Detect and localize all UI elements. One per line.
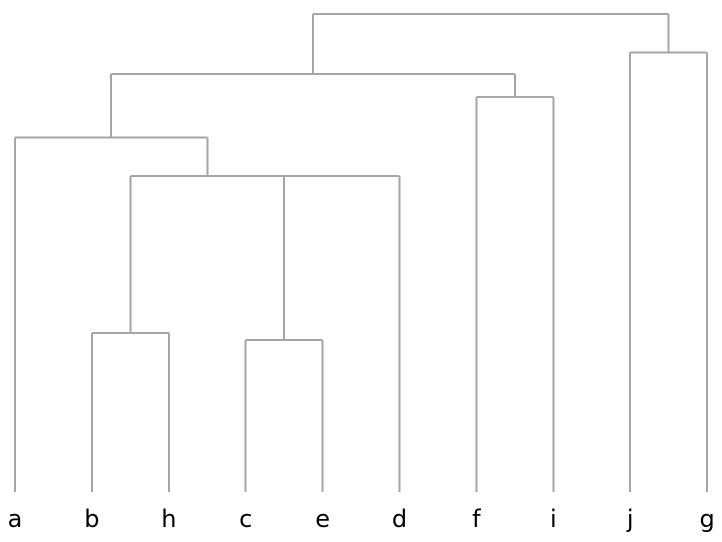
- leaf-label-i: i: [550, 505, 557, 533]
- leaf-label-g: g: [699, 505, 714, 533]
- leaf-label-c: c: [239, 505, 252, 533]
- dendrogram-branches: [14, 13, 709, 492]
- leaf-label-j: j: [626, 505, 634, 533]
- leaf-label-d: d: [392, 505, 407, 533]
- leaf-label-e: e: [315, 505, 330, 533]
- leaf-label-a: a: [8, 505, 23, 533]
- leaf-label-f: f: [472, 505, 481, 533]
- leaf-label-b: b: [84, 505, 99, 533]
- leaf-label-h: h: [161, 505, 176, 533]
